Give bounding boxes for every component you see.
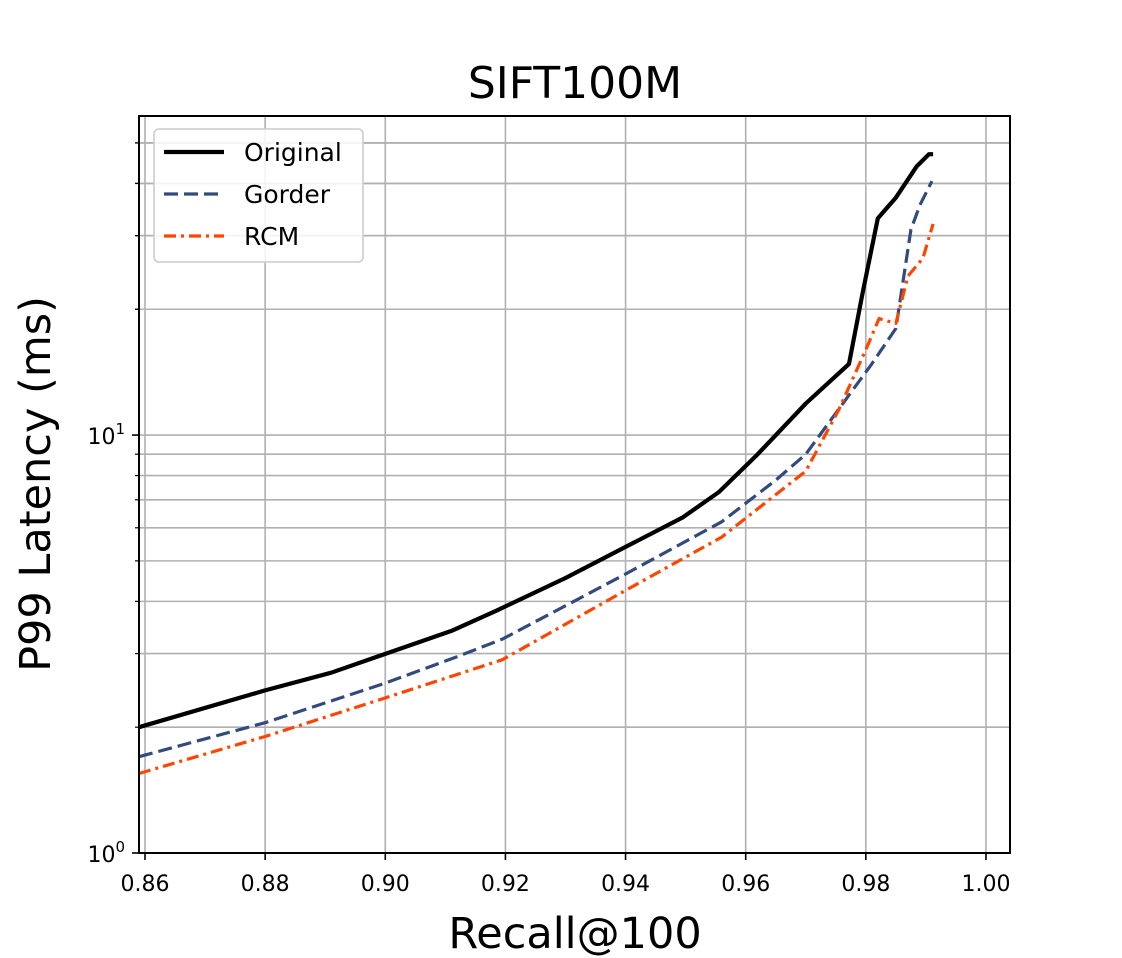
chart-title: SIFT100M (468, 58, 682, 109)
series-line-rcm (138, 223, 935, 776)
y-axis-ticks: 100 101 (87, 142, 139, 868)
y-axis-label: P99 Latency (ms) (11, 296, 61, 672)
x-tick-label: 0.86 (121, 872, 170, 897)
x-tick-label: 0.90 (361, 872, 410, 897)
legend-box (153, 128, 364, 263)
x-tick-label: 0.92 (481, 872, 530, 897)
x-tick-label: 0.88 (241, 872, 290, 897)
legend-label-original: Original (244, 138, 342, 167)
x-tick-label: 1.00 (961, 872, 1010, 897)
legend-label-gorder: Gorder (244, 180, 331, 209)
legend: Original Gorder RCM (153, 128, 364, 263)
grid (139, 116, 1010, 854)
x-tick-label: 0.98 (841, 872, 890, 897)
y-tick-label: 101 (87, 420, 125, 450)
series-line-gorder (138, 180, 934, 759)
series-lines (138, 152, 935, 776)
x-axis-ticks: 0.86 0.88 0.90 0.92 0.94 0.96 0.98 1.00 (121, 853, 1010, 897)
legend-label-rcm: RCM (244, 222, 299, 251)
x-tick-label: 0.96 (721, 872, 770, 897)
x-tick-label: 0.94 (601, 872, 650, 897)
plot-area-frame (138, 115, 1011, 854)
series-line-original (138, 152, 934, 730)
x-axis-label: Recall@100 (448, 909, 701, 958)
y-tick-label: 100 (87, 838, 125, 868)
